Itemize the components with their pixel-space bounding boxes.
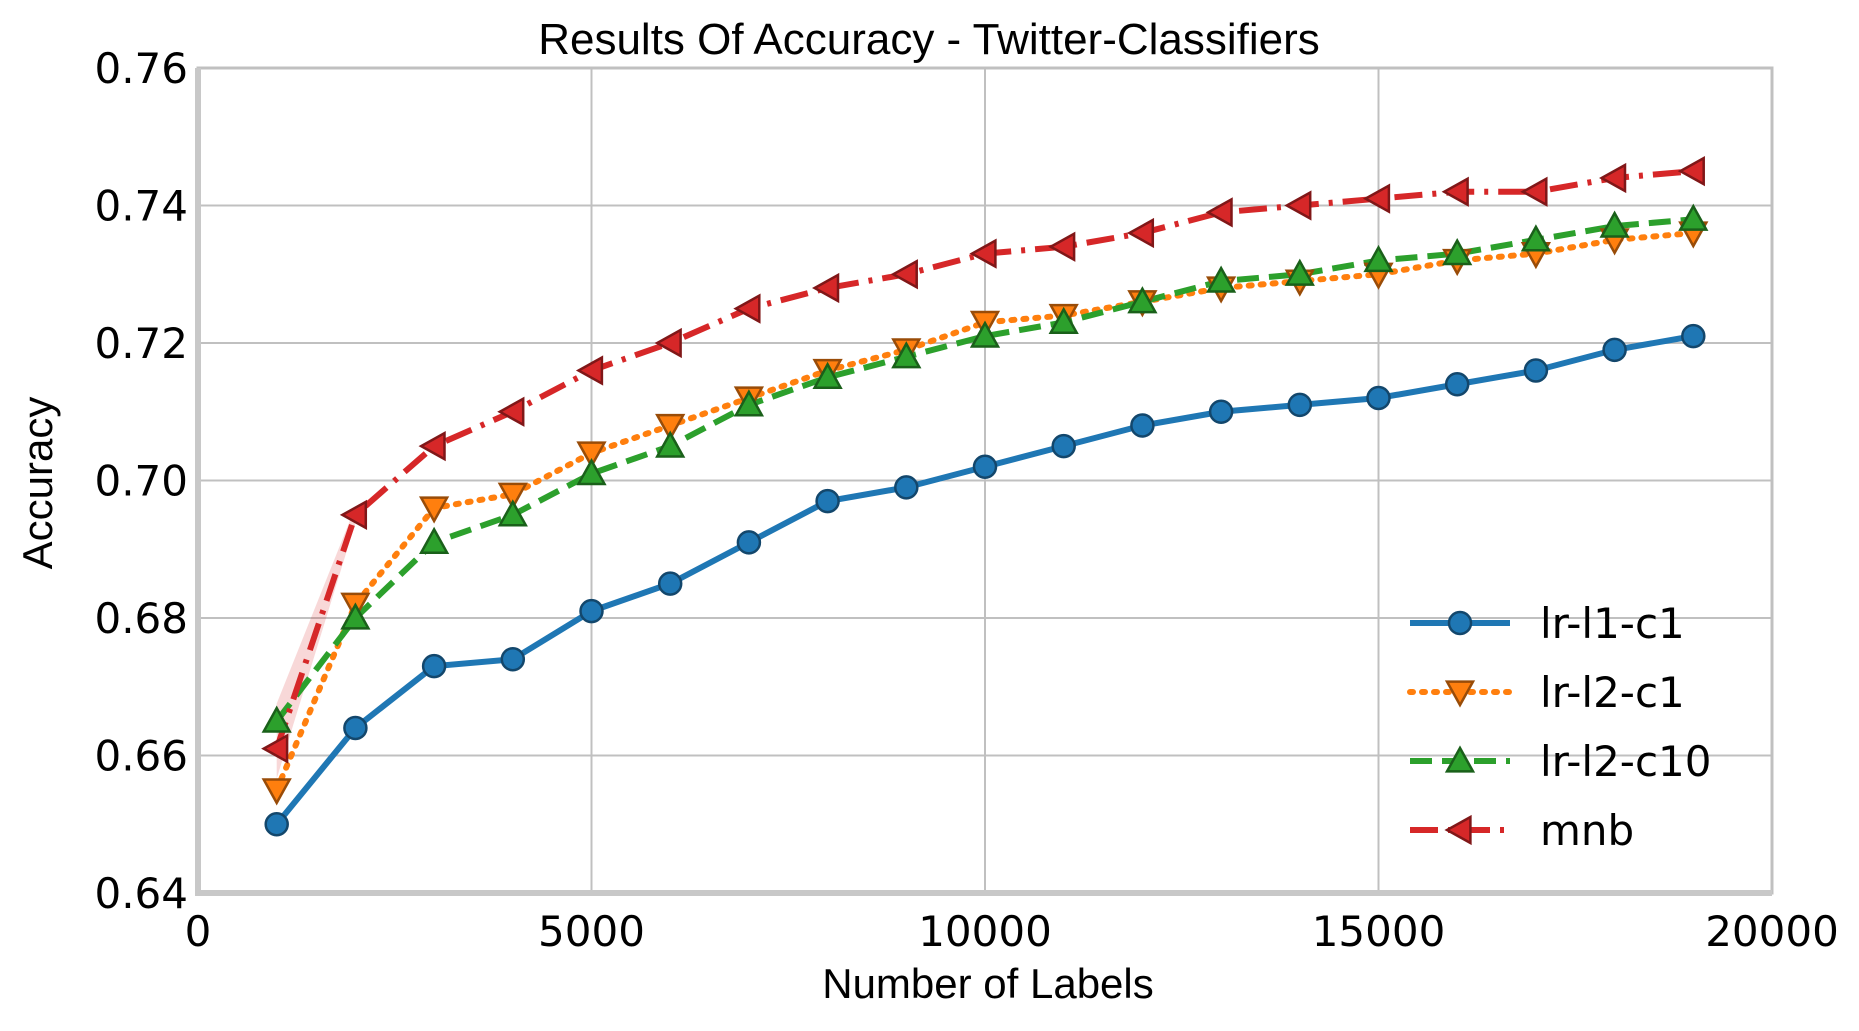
data-point-lr-l1-c1: [1287, 392, 1313, 418]
data-point-lr-l2-c10: [497, 499, 528, 527]
data-point-lr-l2-c10: [891, 341, 922, 369]
data-point-mnb: [575, 355, 604, 386]
x-axis-label: Number of Labels: [822, 960, 1154, 1007]
x-tick-label: 0: [185, 907, 212, 956]
data-point-mnb: [654, 327, 682, 359]
legend-marker: [1444, 680, 1476, 708]
data-point-mnb: [418, 431, 446, 462]
data-point-lr-l2-c10: [1363, 244, 1394, 273]
data-point-lr-l2-c10: [1127, 286, 1158, 314]
data-point-mnb: [1048, 231, 1076, 262]
data-point-lr-l2-c10: [418, 526, 450, 555]
data-point-lr-l1-c1: [1051, 433, 1076, 459]
data-point-lr-l1-c1: [1681, 323, 1706, 349]
data-point-mnb: [497, 396, 525, 427]
data-point-mnb: [733, 293, 761, 324]
data-point-lr-l2-c10: [1442, 238, 1473, 266]
data-point-mnb: [339, 499, 368, 530]
x-tick-label: 15000: [1312, 907, 1446, 956]
data-point-mnb: [1599, 162, 1627, 194]
data-point-lr-l1-c1: [1208, 399, 1234, 424]
legend-marker: [1447, 610, 1473, 636]
data-point-lr-l2-c10: [1205, 265, 1237, 293]
legend-entry-mnb: mnb: [1410, 806, 1634, 855]
x-tick-label: 5000: [538, 907, 645, 956]
y-tick-label: 0.64: [94, 869, 188, 918]
data-point-mnb: [1284, 190, 1312, 221]
data-point-mnb: [1441, 176, 1469, 207]
data-point-lr-l1-c1: [1366, 385, 1391, 411]
data-point-mnb: [1677, 156, 1705, 187]
legend-marker: [1444, 814, 1472, 846]
data-point-mnb: [812, 272, 840, 304]
y-tick-label: 0.74: [94, 182, 188, 231]
data-point-lr-l1-c1: [264, 812, 289, 837]
data-point-lr-l1-c1: [343, 715, 368, 741]
legend-entry-lr-l1-c1: lr-l1-c1: [1410, 599, 1685, 648]
data-point-mnb: [1520, 176, 1548, 207]
data-point-lr-l2-c10: [1520, 224, 1552, 252]
legend-label: lr-l2-c1: [1540, 668, 1685, 717]
legend-entry-lr-l2-c1: lr-l2-c1: [1407, 668, 1685, 717]
x-tick-label: 10000: [918, 907, 1052, 956]
data-point-mnb: [890, 259, 918, 290]
legend-label: lr-l2-c10: [1540, 737, 1712, 786]
data-point-lr-l2-c1: [576, 441, 607, 469]
y-tick-label: 0.68: [94, 594, 188, 643]
y-tick-label: 0.76: [94, 44, 188, 93]
y-axis-label: Accuracy: [14, 397, 61, 570]
data-point-lr-l2-c10: [733, 389, 765, 417]
tick-labels: 0 5000 10000 15000 20000 0.64 0.66 0.68 0.70 0.72…: [94, 44, 1838, 956]
data-point-lr-l2-c1: [418, 496, 450, 524]
legend-entry-lr-l2-c10: lr-l2-c10: [1410, 737, 1712, 786]
data-point-lr-l2-c1: [261, 778, 292, 806]
y-tick-label: 0.70: [94, 457, 188, 506]
data-point-lr-l1-c1: [1130, 413, 1155, 438]
data-point-lr-l1-c1: [1444, 372, 1470, 397]
data-point-mnb: [261, 733, 289, 764]
data-point-lr-l1-c1: [1523, 358, 1549, 383]
data-point-lr-l1-c1: [579, 598, 604, 624]
data-point-lr-l1-c1: [1602, 337, 1627, 363]
legend-marker: [1444, 745, 1476, 773]
legend-label: lr-l1-c1: [1540, 599, 1685, 648]
data-point-lr-l1-c1: [815, 488, 840, 514]
data-point-lr-l2-c10: [1599, 210, 1630, 238]
data-point-mnb: [1205, 197, 1233, 228]
x-tick-label: 20000: [1705, 907, 1839, 956]
data-point-lr-l1-c1: [500, 647, 526, 672]
data-point-lr-l2-c10: [812, 361, 843, 390]
data-point-lr-l1-c1: [894, 475, 919, 500]
data-point-lr-l2-c10: [576, 458, 607, 486]
legend: lr-l1-c1 lr-l2-c1 lr-l2-c10 mnb: [1407, 599, 1712, 855]
data-point-lr-l2-c1: [655, 413, 686, 442]
data-point-lr-l2-c10: [655, 430, 686, 458]
data-point-lr-l2-c10: [340, 602, 371, 630]
data-point-mnb: [969, 238, 997, 269]
y-tick-label: 0.72: [94, 319, 188, 368]
data-point-lr-l1-c1: [657, 571, 683, 596]
data-point-lr-l2-c10: [261, 705, 292, 733]
data-point-lr-l2-c10: [969, 320, 1001, 348]
chart-title: Results Of Accuracy - Twitter-Classifier…: [538, 15, 1320, 64]
data-point-lr-l2-c10: [1678, 203, 1709, 231]
data-point-lr-l1-c1: [736, 530, 762, 555]
y-tick-label: 0.66: [94, 732, 188, 781]
data-point-lr-l1-c1: [421, 653, 447, 679]
data-point-mnb: [1126, 217, 1155, 249]
data-point-lr-l2-c10: [1048, 306, 1079, 335]
data-point-lr-l1-c1: [972, 454, 998, 479]
data-point-lr-l2-c10: [1284, 258, 1315, 286]
legend-label: mnb: [1540, 806, 1634, 855]
data-point-lr-l2-c1: [497, 482, 528, 510]
data-point-mnb: [1362, 183, 1391, 214]
series-markers: [261, 156, 1709, 837]
axes-frame: [195, 66, 1774, 896]
